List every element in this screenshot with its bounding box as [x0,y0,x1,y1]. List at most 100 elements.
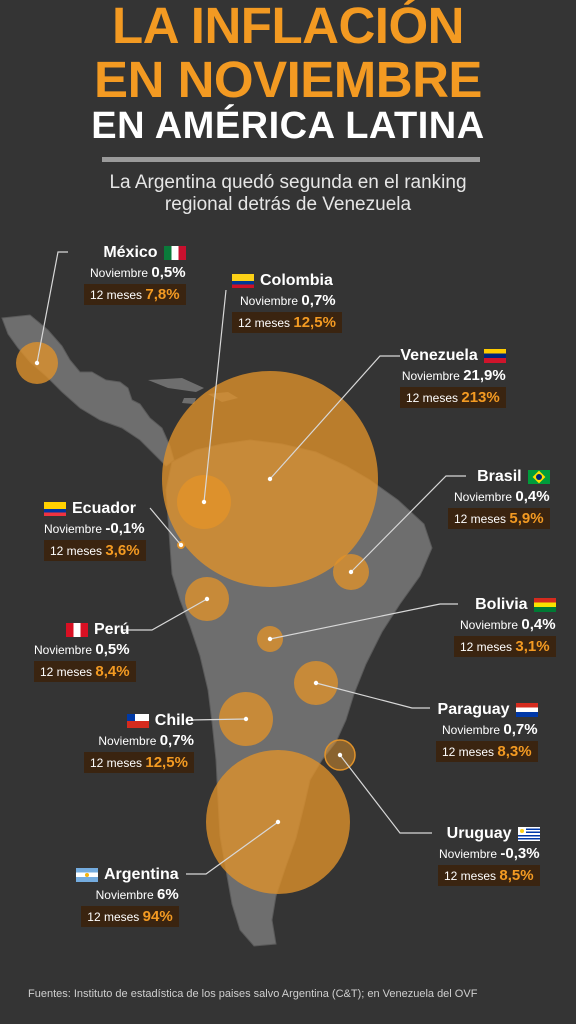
month-label: Noviembre [442,723,501,737]
monthly-value: 0,5% [151,264,186,281]
title-line-1: LA INFLACIÓN [112,0,464,54]
country-name: Venezuela [400,347,478,364]
monthly-value: 21,9% [463,367,506,384]
year-label: 12 meses [454,512,507,526]
monthly-value: 0,5% [95,641,130,658]
label-ecuador: Ecuador Noviembre -0,1% 12 meses 3,6% [44,500,146,561]
year-label: 12 meses [442,745,495,759]
leader-ecuador [149,507,182,546]
yearly-value: 94% [142,908,173,925]
dot-argentina [275,819,281,825]
subtitle-line-1: La Argentina quedó segunda en el ranking [109,172,467,193]
month-label: Noviembre [90,266,149,280]
year-label: 12 meses [90,756,143,770]
dot-brasil [348,569,354,575]
yearly-value: 8,3% [497,743,532,760]
label-paraguay: Paraguay Noviembre 0,7% 12 meses 8,3% [436,701,538,762]
dot-chile [243,716,249,722]
month-label: Noviembre [34,643,93,657]
title-divider [102,157,480,162]
monthly-value: -0,3% [500,845,540,862]
monthly-value: 0,4% [515,488,550,505]
leader-chile [189,718,247,721]
yearly-box: 12 meses 8,3% [436,741,538,762]
country-name: Argentina [104,866,179,883]
dot-peru [204,596,210,602]
yearly-value: 3,6% [105,542,140,559]
yearly-value: 8,5% [499,867,534,884]
country-name: Ecuador [72,500,137,517]
label-chile: Chile Noviembre 0,7% 12 meses 12,5% [84,712,194,773]
yearly-box: 12 meses 8,5% [438,865,540,886]
leader-uruguay [339,754,432,834]
label-peru: Perú Noviembre 0,5% 12 meses 8,4% [34,621,136,682]
label-brasil: Brasil Noviembre 0,4% 12 meses 5,9% [448,468,550,529]
label-mexico: México Noviembre 0,5% 12 meses 7,8% [84,244,186,305]
month-label: Noviembre [454,490,513,504]
yearly-box: 12 meses 5,9% [448,508,550,529]
sources-footer: Fuentes: Instituto de estadística de los… [28,988,478,1000]
year-label: 12 meses [406,391,459,405]
year-label: 12 meses [50,544,103,558]
label-argentina: Argentina Noviembre 6% 12 meses 94% [76,866,179,927]
leader-mexico [36,251,68,364]
yearly-box: 12 meses 3,1% [454,636,556,657]
ecuador-flag-icon [44,502,66,516]
year-label: 12 meses [40,665,93,679]
year-label: 12 meses [238,316,291,330]
year-label: 12 meses [444,869,497,883]
monthly-value: -0,1% [105,520,145,537]
month-label: Noviembre [460,618,519,632]
leader-peru [122,598,208,631]
country-name: Paraguay [437,701,510,718]
yearly-value: 3,1% [515,638,550,655]
bolivia-flag-icon [533,598,556,612]
year-label: 12 meses [87,910,140,924]
subtitle-line-2: regional detrás de Venezuela [164,194,412,215]
monthly-value: 0,4% [521,616,556,633]
leader-paraguay [315,682,430,709]
title-line-3: EN AMÉRICA LATINA [91,105,485,147]
dot-bolivia [267,636,273,642]
monthly-value: 0,7% [159,732,194,749]
dot-mexico [34,360,40,366]
yearly-value: 213% [461,389,500,406]
country-name: Uruguay [446,825,512,842]
country-name: Colombia [260,272,333,289]
year-label: 12 meses [90,288,143,302]
year-label: 12 meses [460,640,513,654]
paraguay-flag-icon [515,703,538,717]
leader-argentina [186,821,279,875]
title-line-2: EN NOVIEMBRE [94,51,482,108]
month-label: Noviembre [439,847,498,861]
country-name: México [103,244,158,261]
monthly-value: 0,7% [301,292,336,309]
uruguay-flag-icon [517,827,540,841]
leader-venezuela [269,355,400,480]
month-label: Noviembre [240,294,299,308]
month-label: Noviembre [44,522,103,536]
label-venezuela: Venezuela Noviembre 21,9% 12 meses 213% [400,347,506,408]
yearly-box: 12 meses 94% [81,906,179,927]
chile-flag-icon [126,714,149,728]
label-colombia: Colombia Noviembre 0,7% 12 meses 12,5% [232,272,342,333]
leader-colombia [203,289,227,503]
argentina-flag-icon [76,868,98,882]
country-name: Perú [94,621,130,638]
country-name: Bolivia [475,596,528,613]
dot-paraguay [313,680,319,686]
yearly-box: 12 meses 8,4% [34,661,136,682]
dot-uruguay [337,752,343,758]
mexico-flag-icon [163,246,186,260]
land-cuba [148,378,204,392]
yearly-value: 7,8% [145,286,180,303]
month-label: Noviembre [401,369,460,383]
yearly-box: 12 meses 3,6% [44,540,146,561]
monthly-value: 6% [156,886,179,903]
yearly-box: 12 meses 213% [400,387,506,408]
peru-flag-icon [66,623,88,637]
country-name: Chile [154,712,194,729]
yearly-value: 5,9% [509,510,544,527]
label-bolivia: Bolivia Noviembre 0,4% 12 meses 3,1% [454,596,556,657]
